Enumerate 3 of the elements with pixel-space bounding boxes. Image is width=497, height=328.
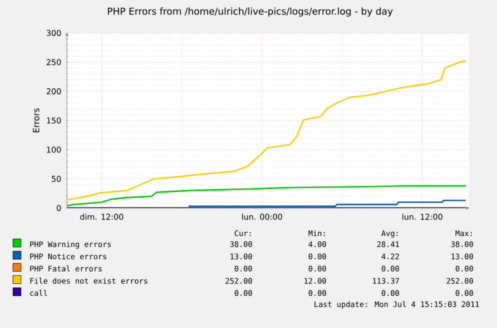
line-series [67,60,466,201]
y-axis-title: Errors [33,108,40,132]
chart-title: PHP Errors from /home/ulrich/live-pics/logs/error.log - by day [108,7,393,17]
